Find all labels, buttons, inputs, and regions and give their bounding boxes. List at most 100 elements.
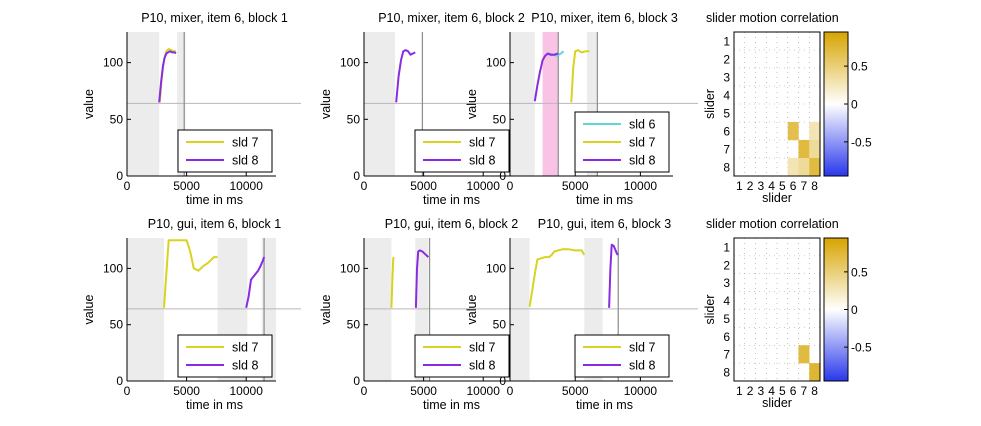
- chart-title: P10, mixer, item 6, block 1: [141, 11, 288, 25]
- shaded-region: [586, 32, 598, 176]
- x-tick-label: 10000: [467, 384, 501, 398]
- y-tick-label: 100: [103, 261, 123, 275]
- x-tick-label: 10000: [230, 179, 264, 193]
- heatmap-x-tick-label: 5: [779, 384, 786, 398]
- legend-label: sld 8: [232, 154, 258, 168]
- heatmap-x-tick-label: 5: [779, 179, 786, 193]
- heatmap-y-label: slider: [703, 295, 717, 325]
- legend-label: sld 6: [629, 118, 655, 132]
- y-tick-label: 100: [340, 56, 360, 70]
- heatmap-cell: [798, 140, 810, 159]
- series-line-sld-8: [245, 256, 266, 309]
- series-line-sld-7: [390, 256, 395, 308]
- heatmap-y-tick-label: 1: [723, 240, 730, 254]
- legend: sld 7 sld 8: [414, 129, 510, 173]
- y-tick-label: 50: [493, 112, 507, 126]
- legend-label: sld 7: [629, 341, 655, 355]
- heatmap-y-tick-label: 3: [723, 71, 730, 85]
- colorbar-tick-label: 0.5: [851, 60, 868, 74]
- legend: sld 7 sld 8: [177, 334, 273, 378]
- y-tick-label: 100: [486, 261, 506, 275]
- y-tick-label: 100: [486, 56, 506, 70]
- x-tick-label: 5000: [410, 179, 437, 193]
- x-tick-label: 0: [124, 384, 131, 398]
- heatmap-x-tick-label: 1: [736, 179, 743, 193]
- x-tick-label: 0: [361, 179, 368, 193]
- y-axis-label: value: [465, 295, 479, 325]
- heatmap-title: slider motion correlation: [706, 11, 839, 25]
- chart-title: P10, mixer, item 6, block 2: [378, 11, 525, 25]
- x-axis-label: time in ms: [186, 193, 243, 207]
- y-tick-label: 50: [110, 318, 124, 332]
- heatmap-y-tick-label: 4: [723, 294, 730, 308]
- shaded-region: [510, 238, 530, 381]
- y-tick-label: 50: [347, 318, 361, 332]
- colorbar-tick-label: -0.5: [851, 135, 872, 149]
- y-tick-label: 50: [110, 112, 124, 126]
- x-tick-label: 0: [507, 384, 514, 398]
- x-tick-label: 0: [507, 179, 514, 193]
- heatmap-y-tick-label: 7: [723, 143, 730, 157]
- heatmap-y-tick-label: 8: [723, 161, 730, 175]
- legend-label: sld 8: [629, 359, 655, 373]
- series-line-sld-8: [414, 249, 430, 308]
- chart-title: P10, mixer, item 6, block 3: [531, 11, 678, 25]
- heatmap-y-tick-label: 2: [723, 53, 730, 67]
- heatmap-frame: [733, 31, 821, 177]
- chart-title: P10, gui, item 6, block 1: [148, 217, 281, 231]
- x-tick-label: 5000: [562, 179, 589, 193]
- heatmap-cell: [809, 363, 821, 382]
- heatmap-x-tick-label: 2: [747, 384, 754, 398]
- heatmap-cell: [809, 140, 821, 159]
- heatmap-x-tick-label: 2: [747, 179, 754, 193]
- y-axis-label: value: [319, 295, 333, 325]
- x-tick-label: 10000: [230, 384, 264, 398]
- line-chart-panel-2: 0 50 100 0 5000 10000 P10, mixer, item 6, bloc…: [319, 11, 538, 207]
- heatmap-x-tick-label: 3: [758, 384, 765, 398]
- heatmap-x-tick-label: 8: [811, 384, 818, 398]
- colorbar-tick-label: 0: [851, 303, 858, 317]
- x-axis-label: time in ms: [423, 398, 480, 412]
- y-tick-label: 100: [103, 56, 123, 70]
- y-axis-label: value: [319, 89, 333, 119]
- heatmap-y-tick-label: 8: [723, 366, 730, 380]
- series-line-sld-8: [395, 49, 416, 103]
- legend-label: sld 7: [232, 136, 258, 150]
- heatmap-y-tick-label: 1: [723, 35, 730, 49]
- heatmap-y-tick-label: 6: [723, 125, 730, 139]
- x-tick-label: 10000: [467, 179, 501, 193]
- y-tick-label: 0: [353, 374, 360, 388]
- legend-label: sld 7: [469, 136, 495, 150]
- heatmap-y-tick-label: 2: [723, 258, 730, 272]
- line-chart-panel-1: 0 50 100 0 5000 10000 P10, mixer, item 6, bloc…: [82, 11, 301, 207]
- heatmap-x-tick-label: 6: [790, 179, 797, 193]
- legend-label: sld 7: [629, 136, 655, 150]
- series-line-sld-8: [608, 243, 619, 308]
- chart-title: P10, gui, item 6, block 3: [538, 217, 671, 231]
- legend-label: sld 8: [469, 359, 495, 373]
- y-tick-label: 0: [116, 374, 123, 388]
- legend: sld 7 sld 8: [177, 129, 273, 173]
- series-line-sld-8: [158, 50, 177, 103]
- highlight-region: [542, 32, 559, 176]
- x-tick-label: 5000: [173, 384, 200, 398]
- legend-box: [414, 129, 510, 173]
- y-axis-label: value: [465, 89, 479, 119]
- legend: sld 7 sld 8: [414, 334, 510, 378]
- shaded-region: [127, 32, 160, 176]
- y-axis-label: value: [82, 89, 96, 119]
- legend: sld 6 sld 7 sld 8: [574, 111, 670, 173]
- heatmap-x-tick-label: 6: [790, 384, 797, 398]
- shaded-region: [127, 238, 164, 381]
- legend-box: [177, 334, 273, 378]
- heatmap-cell: [787, 158, 799, 177]
- heatmap-y-tick-label: 6: [723, 330, 730, 344]
- x-tick-label: 10000: [624, 384, 658, 398]
- heatmap-x-tick-label: 7: [801, 384, 808, 398]
- heatmap-cell: [798, 158, 810, 177]
- heatmap-cell: [809, 122, 821, 141]
- line-chart-panel-3: 0 50 100 0 5000 10000 P10, mixer, item 6, bloc…: [465, 11, 698, 207]
